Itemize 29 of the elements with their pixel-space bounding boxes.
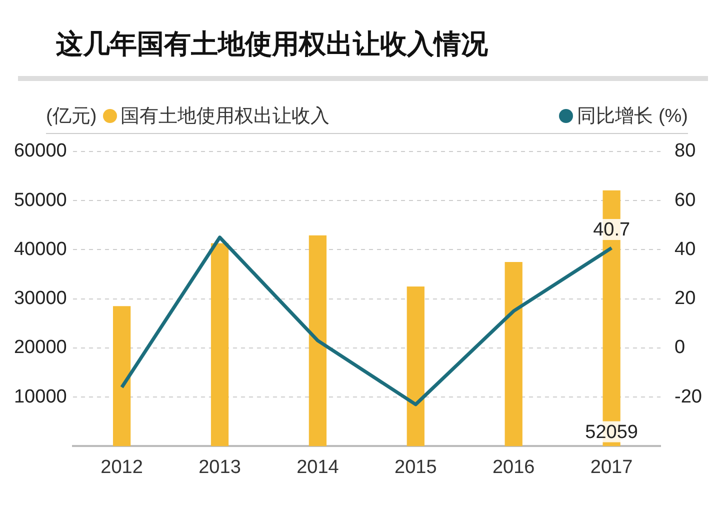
x-tick-label: 2013 — [198, 456, 241, 478]
y-tick-label: 10000 — [14, 386, 67, 408]
bar — [308, 235, 327, 446]
y-tick-label: 60000 — [14, 140, 67, 162]
legend-label: 国有土地使用权出让收入 — [120, 105, 330, 129]
y2-tick-label: 20 — [674, 288, 696, 310]
y2-tick-label: 40 — [674, 238, 696, 260]
y-tick-label: 20000 — [14, 337, 67, 358]
bar — [210, 243, 229, 446]
chart-title: 这几年国有土地使用权出让收入情况 — [18, 8, 708, 81]
y-tick-label: 40000 — [14, 238, 67, 260]
y-axis-title: (亿元) — [46, 105, 97, 129]
y2-tick-label: -20 — [674, 386, 702, 408]
data-label: 40.7 — [593, 220, 630, 241]
bar — [112, 306, 131, 446]
y-tick-label: 30000 — [14, 288, 67, 310]
y-tick-label: 50000 — [14, 190, 67, 211]
x-tick-label: 2017 — [590, 456, 633, 478]
legend-label: 同比增长 (%) — [577, 105, 688, 129]
bar — [504, 262, 522, 446]
x-tick-label: 2012 — [100, 456, 143, 478]
x-tick-label: 2016 — [492, 456, 535, 478]
y2-tick-label: 80 — [674, 140, 696, 162]
y2-tick-label: 60 — [674, 190, 696, 211]
data-label: 52059 — [585, 422, 638, 443]
y2-tick-label: 0 — [674, 337, 686, 358]
x-tick-label: 2015 — [394, 456, 437, 478]
x-tick-label: 2014 — [296, 456, 340, 478]
bar — [406, 286, 424, 446]
